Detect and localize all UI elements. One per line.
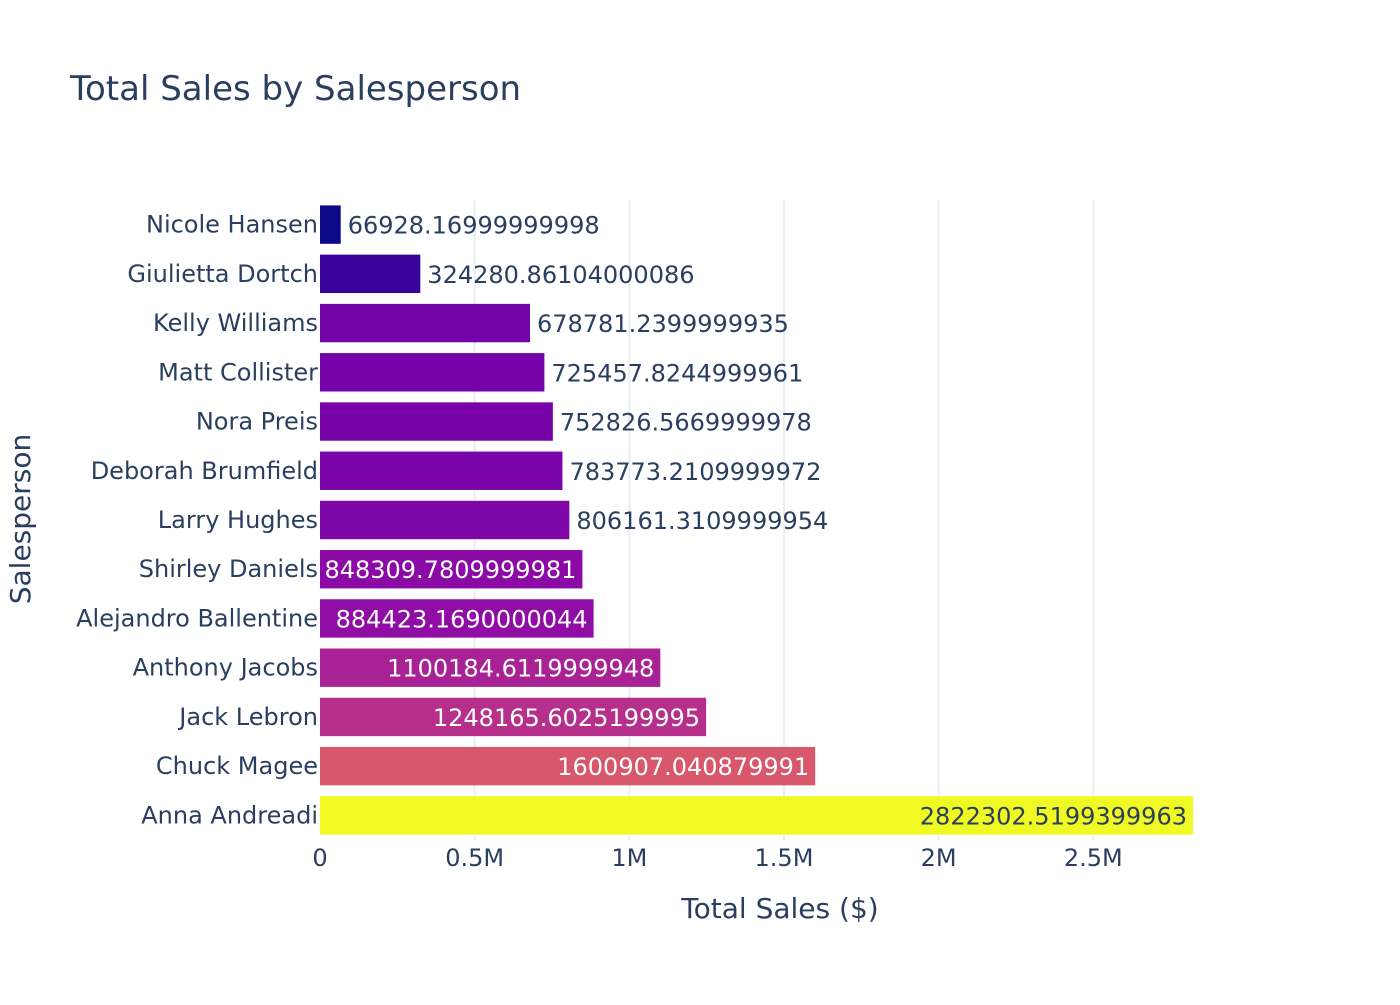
y-tick-labels: Nicole Hansen Giulietta Dortch Kelly Willi…	[76, 211, 318, 830]
y-tick-label: Nora Preis	[196, 408, 318, 436]
bar-value-label: 324280.86104000086	[427, 261, 694, 289]
y-tick-label: Giulietta Dortch	[127, 260, 318, 288]
bar[interactable]	[320, 599, 594, 638]
bar-value-label: 1248165.6025199995	[433, 704, 700, 732]
x-tick-label: 2.5M	[1064, 844, 1123, 872]
y-tick-label: Alejandro Ballentine	[76, 604, 318, 632]
bar-value-label: 752826.5669999978	[560, 409, 812, 437]
bar[interactable]	[320, 205, 341, 244]
bar-value-label: 725457.8244999961	[551, 359, 803, 387]
y-axis-title: Salesperson	[4, 434, 37, 605]
bar[interactable]	[320, 796, 1193, 835]
bar-value-label: 66928.16999999998	[348, 212, 600, 240]
y-tick-label: Deborah Brumfield	[91, 457, 318, 485]
y-tick-label: Anthony Jacobs	[133, 654, 318, 682]
bar[interactable]	[320, 500, 570, 540]
bars: 66928.16999999998 324280.86104000086 67878…	[320, 205, 1193, 835]
x-tick-labels: 0 0.5M 1M 1.5M 2M 2.5M	[312, 844, 1122, 872]
y-tick-label: Larry Hughes	[158, 506, 318, 534]
bar-value-label: 884423.1690000044	[336, 605, 588, 633]
x-tick-label: 1M	[611, 844, 647, 872]
y-tick-label: Chuck Magee	[156, 752, 318, 780]
chart-title: Total Sales by Salesperson	[69, 69, 521, 109]
bar-value-label: 2822302.5199399963	[920, 802, 1187, 830]
bar[interactable]	[320, 303, 530, 343]
y-tick-label: Nicole Hansen	[146, 211, 318, 239]
y-tick-label: Matt Collister	[158, 358, 318, 386]
y-tick-label: Shirley Daniels	[139, 555, 318, 583]
bar-value-label: 1100184.6119999948	[387, 655, 654, 683]
x-tick-label: 2M	[921, 844, 957, 872]
bar[interactable]	[320, 648, 661, 687]
bar-value-label: 1600907.040879991	[557, 753, 809, 781]
y-tick-label: Kelly Williams	[153, 309, 318, 337]
bar[interactable]	[320, 451, 563, 490]
bar[interactable]	[320, 353, 545, 392]
x-tick-label: 0	[312, 844, 327, 872]
x-axis-title: Total Sales ($)	[680, 892, 878, 925]
x-tick-label: 0.5M	[445, 844, 504, 872]
bar[interactable]	[320, 697, 707, 737]
bar[interactable]	[320, 550, 583, 589]
bar-value-label: 806161.3109999954	[576, 507, 828, 535]
bar-value-label: 783773.2109999972	[569, 458, 821, 486]
x-tick-label: 1.5M	[755, 844, 814, 872]
bar-value-label: 848309.7809999981	[324, 556, 576, 584]
bar[interactable]	[320, 402, 553, 441]
y-tick-label: Jack Lebron	[177, 703, 318, 731]
y-tick-label: Anna Andreadi	[141, 801, 318, 829]
bar[interactable]	[320, 746, 816, 786]
bar[interactable]	[320, 254, 421, 294]
bar-value-label: 678781.2399999935	[537, 310, 789, 338]
